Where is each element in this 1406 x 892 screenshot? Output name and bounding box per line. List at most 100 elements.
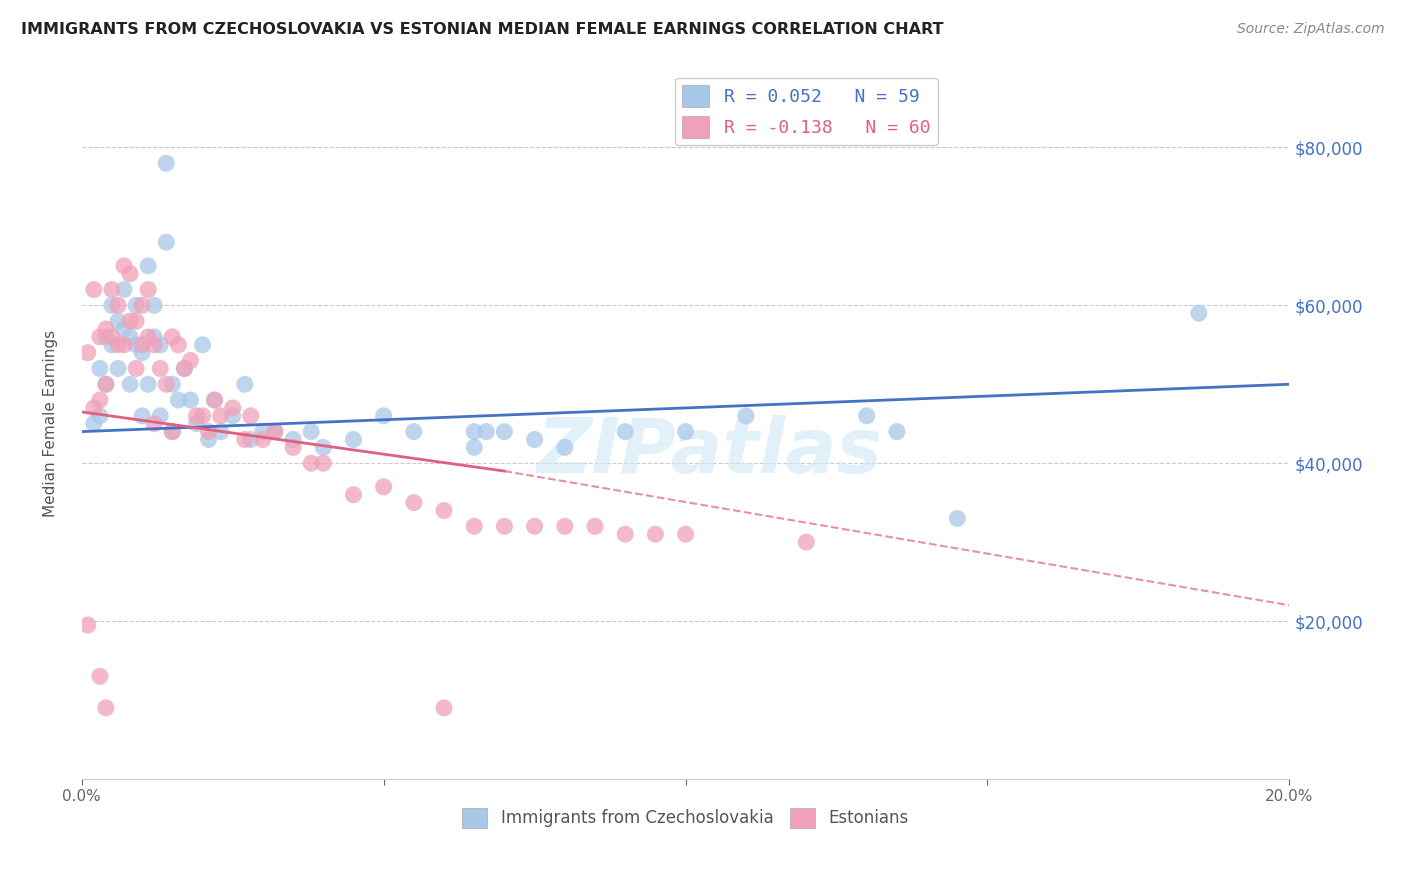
Point — [101, 283, 124, 297]
Point — [209, 409, 232, 423]
Point — [76, 618, 98, 632]
Point — [83, 283, 105, 297]
Point — [94, 701, 117, 715]
Point — [312, 456, 335, 470]
Point — [89, 361, 111, 376]
Point — [125, 361, 148, 376]
Point — [143, 417, 166, 431]
Point — [675, 527, 697, 541]
Point — [204, 392, 226, 407]
Point — [101, 330, 124, 344]
Point — [107, 314, 129, 328]
Point — [197, 433, 219, 447]
Legend: Immigrants from Czechoslovakia, Estonians: Immigrants from Czechoslovakia, Estonian… — [456, 801, 915, 835]
Point — [494, 519, 516, 533]
Point — [475, 425, 498, 439]
Point — [131, 298, 153, 312]
Point — [167, 392, 190, 407]
Text: ZIPatlas: ZIPatlas — [537, 415, 883, 489]
Point — [136, 259, 159, 273]
Point — [264, 425, 287, 439]
Point — [463, 519, 485, 533]
Point — [186, 417, 208, 431]
Point — [125, 298, 148, 312]
Point — [149, 409, 172, 423]
Point — [107, 361, 129, 376]
Point — [131, 409, 153, 423]
Point — [94, 330, 117, 344]
Point — [118, 314, 141, 328]
Point — [101, 338, 124, 352]
Point — [312, 441, 335, 455]
Point — [136, 377, 159, 392]
Point — [173, 361, 195, 376]
Point — [162, 377, 184, 392]
Point — [107, 338, 129, 352]
Point — [89, 330, 111, 344]
Point — [239, 433, 262, 447]
Point — [373, 480, 395, 494]
Point — [252, 425, 274, 439]
Point — [233, 377, 256, 392]
Point — [143, 330, 166, 344]
Point — [162, 425, 184, 439]
Point — [155, 377, 177, 392]
Text: IMMIGRANTS FROM CZECHOSLOVAKIA VS ESTONIAN MEDIAN FEMALE EARNINGS CORRELATION CH: IMMIGRANTS FROM CZECHOSLOVAKIA VS ESTONI… — [21, 22, 943, 37]
Point — [112, 338, 135, 352]
Point — [131, 345, 153, 359]
Point — [83, 401, 105, 415]
Point — [239, 409, 262, 423]
Point — [221, 401, 243, 415]
Point — [118, 377, 141, 392]
Point — [794, 535, 817, 549]
Point — [94, 377, 117, 392]
Point — [463, 425, 485, 439]
Point — [299, 425, 322, 439]
Point — [675, 425, 697, 439]
Point — [402, 425, 425, 439]
Point — [221, 409, 243, 423]
Point — [735, 409, 758, 423]
Point — [252, 433, 274, 447]
Point — [125, 338, 148, 352]
Point — [136, 330, 159, 344]
Point — [523, 433, 546, 447]
Point — [162, 330, 184, 344]
Point — [204, 392, 226, 407]
Point — [209, 425, 232, 439]
Point — [281, 433, 304, 447]
Point — [554, 519, 576, 533]
Point — [554, 441, 576, 455]
Point — [583, 519, 606, 533]
Point — [946, 511, 969, 525]
Point — [94, 377, 117, 392]
Point — [173, 361, 195, 376]
Point — [433, 701, 456, 715]
Point — [614, 425, 637, 439]
Point — [83, 417, 105, 431]
Y-axis label: Median Female Earnings: Median Female Earnings — [44, 330, 58, 517]
Point — [644, 527, 666, 541]
Point — [281, 441, 304, 455]
Point — [191, 338, 214, 352]
Point — [179, 353, 201, 368]
Point — [112, 322, 135, 336]
Point — [89, 409, 111, 423]
Point — [264, 425, 287, 439]
Point — [112, 259, 135, 273]
Text: Source: ZipAtlas.com: Source: ZipAtlas.com — [1237, 22, 1385, 37]
Point — [614, 527, 637, 541]
Point — [162, 425, 184, 439]
Point — [433, 503, 456, 517]
Point — [118, 267, 141, 281]
Point — [143, 338, 166, 352]
Point — [118, 330, 141, 344]
Point — [191, 409, 214, 423]
Point — [94, 322, 117, 336]
Point — [186, 409, 208, 423]
Point — [179, 392, 201, 407]
Point — [107, 298, 129, 312]
Point — [1188, 306, 1211, 320]
Point — [155, 235, 177, 249]
Point — [342, 433, 364, 447]
